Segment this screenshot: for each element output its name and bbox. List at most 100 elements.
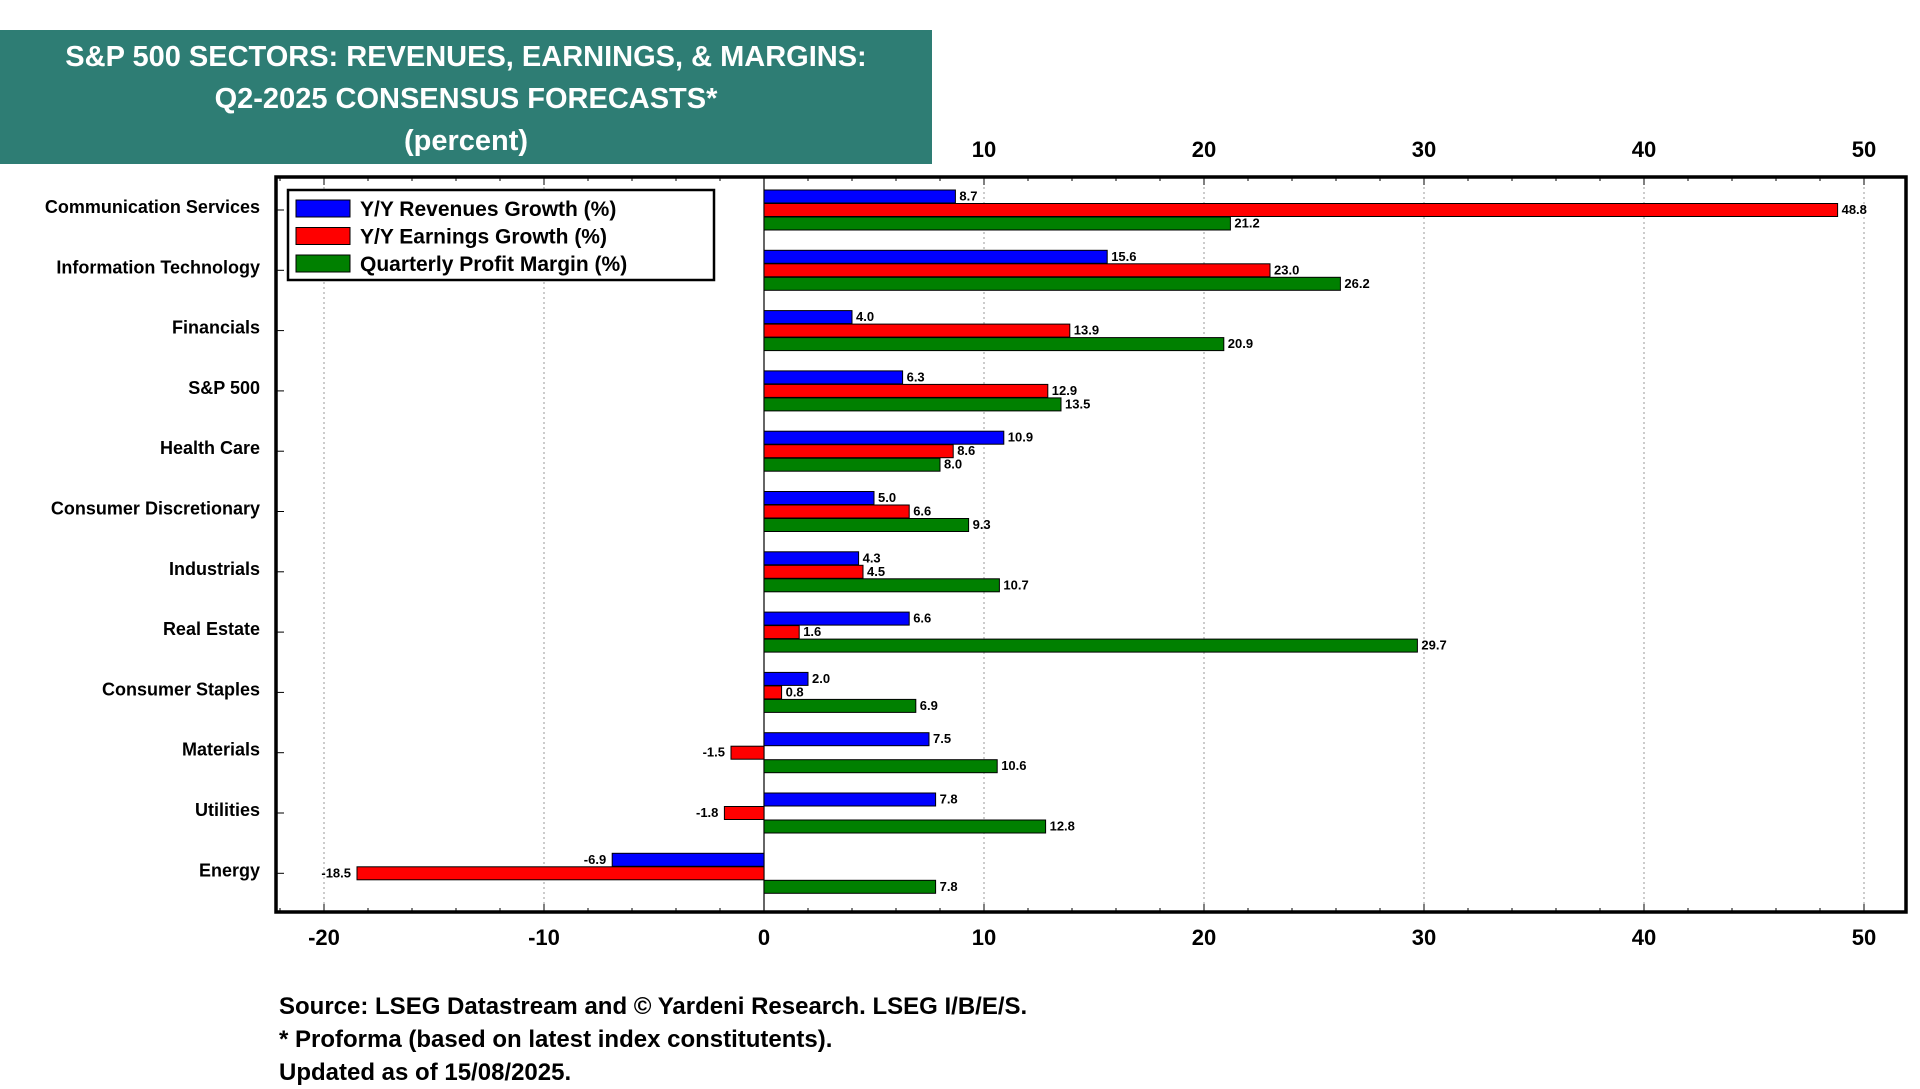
bar	[763, 383, 1049, 398]
bar	[763, 698, 917, 713]
legend-swatch	[295, 254, 351, 273]
data-label: 6.6	[913, 611, 931, 626]
updated-note: Updated as of 15/08/2025.	[279, 1059, 572, 1086]
legend-label: Y/Y Earnings Growth (%)	[360, 226, 607, 249]
data-label: -1.5	[703, 745, 725, 760]
data-label: 10.9	[1008, 430, 1033, 445]
legend-label: Y/Y Revenues Growth (%)	[360, 198, 616, 221]
data-label: 4.3	[863, 550, 881, 565]
bar	[763, 879, 937, 894]
category-label: Consumer Discretionary	[51, 499, 260, 519]
data-label: 1.6	[803, 624, 821, 639]
data-label: 26.2	[1344, 276, 1369, 291]
bar	[763, 370, 904, 385]
category-label: Information Technology	[56, 257, 260, 277]
data-label: 7.8	[940, 792, 958, 807]
bar	[763, 625, 800, 640]
bar	[763, 310, 853, 325]
data-label: -1.8	[696, 805, 718, 820]
data-label: 9.3	[973, 517, 991, 532]
data-label: 21.2	[1234, 216, 1259, 231]
category-label: Utilities	[195, 800, 260, 820]
bar	[763, 397, 1062, 412]
x-tick-label-bottom: 20	[1192, 925, 1216, 950]
data-label: 10.6	[1001, 758, 1026, 773]
x-tick-label-bottom: 50	[1852, 925, 1876, 950]
bar	[763, 671, 809, 686]
data-label: 2.0	[812, 671, 830, 686]
data-label: -18.5	[321, 865, 351, 880]
data-label: 23.0	[1274, 262, 1299, 277]
bar	[763, 457, 941, 472]
bar	[763, 263, 1271, 278]
data-label: 4.0	[856, 309, 874, 324]
legend-box	[286, 188, 716, 282]
data-label: 48.8	[1842, 202, 1867, 217]
data-label: 29.7	[1421, 638, 1446, 653]
data-label: 7.8	[940, 879, 958, 894]
data-label: 6.6	[913, 504, 931, 519]
category-label: Health Care	[160, 438, 260, 458]
plot-frame	[274, 175, 1908, 914]
data-label: 12.9	[1052, 383, 1077, 398]
bar	[763, 611, 910, 626]
bar	[763, 276, 1341, 291]
x-tick-label-bottom: 10	[972, 925, 996, 950]
bar	[611, 852, 765, 867]
data-label: 12.8	[1050, 819, 1075, 834]
data-label: -6.9	[584, 852, 606, 867]
x-tick-label-top: 10	[972, 137, 996, 162]
proforma-note: * Proforma (based on latest index consti…	[279, 1026, 833, 1053]
bar	[763, 638, 1418, 653]
category-label: Real Estate	[163, 619, 260, 639]
bar	[763, 189, 956, 204]
category-label: S&P 500	[188, 378, 260, 398]
data-label: 10.7	[1003, 577, 1028, 592]
legend-swatch	[295, 199, 351, 218]
data-label: 20.9	[1228, 336, 1253, 351]
bar	[763, 819, 1047, 834]
x-tick-label-bottom: 40	[1632, 925, 1656, 950]
bar	[763, 249, 1108, 264]
bar	[730, 745, 765, 760]
bar	[763, 444, 954, 459]
x-tick-label-top: 50	[1852, 137, 1876, 162]
bar	[763, 216, 1231, 231]
bar	[763, 551, 860, 566]
bar	[763, 578, 1000, 593]
bar	[763, 504, 910, 519]
x-tick-label-top: 20	[1192, 137, 1216, 162]
bar	[763, 323, 1071, 338]
data-label: 7.5	[933, 731, 951, 746]
category-label: Energy	[199, 860, 260, 880]
data-label: 8.0	[944, 457, 962, 472]
bar	[763, 564, 864, 579]
chart-footer: Source: LSEG Datastream and © Yardeni Re…	[279, 990, 1027, 1089]
bar	[356, 866, 765, 881]
data-label: 13.5	[1065, 396, 1090, 411]
bar	[763, 792, 937, 807]
chart-title-line-2: Q2-2025 CONSENSUS FORECASTS*	[214, 83, 718, 115]
bar	[763, 203, 1839, 217]
category-label: Industrials	[169, 559, 260, 579]
chart-title-banner: S&P 500 SECTORS: REVENUES, EARNINGS, & M…	[0, 30, 932, 164]
bar	[763, 491, 875, 505]
category-label: Materials	[182, 740, 260, 760]
chart-title-line-3: (percent)	[403, 125, 529, 157]
category-label: Consumer Staples	[102, 679, 260, 699]
x-tick-label-bottom: -10	[528, 925, 560, 950]
bar	[763, 759, 998, 774]
chart-title-line-1: S&P 500 SECTORS: REVENUES, EARNINGS, & M…	[65, 41, 867, 73]
data-label: 8.7	[959, 189, 977, 204]
data-label: 13.9	[1074, 323, 1099, 338]
data-label: 15.6	[1111, 249, 1136, 264]
x-tick-label-bottom: 30	[1412, 925, 1436, 950]
legend-label: Quarterly Profit Margin (%)	[360, 253, 627, 276]
data-label: 4.5	[867, 564, 885, 579]
bar	[763, 518, 970, 532]
data-label: 6.3	[907, 369, 925, 384]
x-tick-label-bottom: -20	[308, 925, 340, 950]
x-tick-label-top: 30	[1412, 137, 1436, 162]
bar	[763, 732, 930, 747]
